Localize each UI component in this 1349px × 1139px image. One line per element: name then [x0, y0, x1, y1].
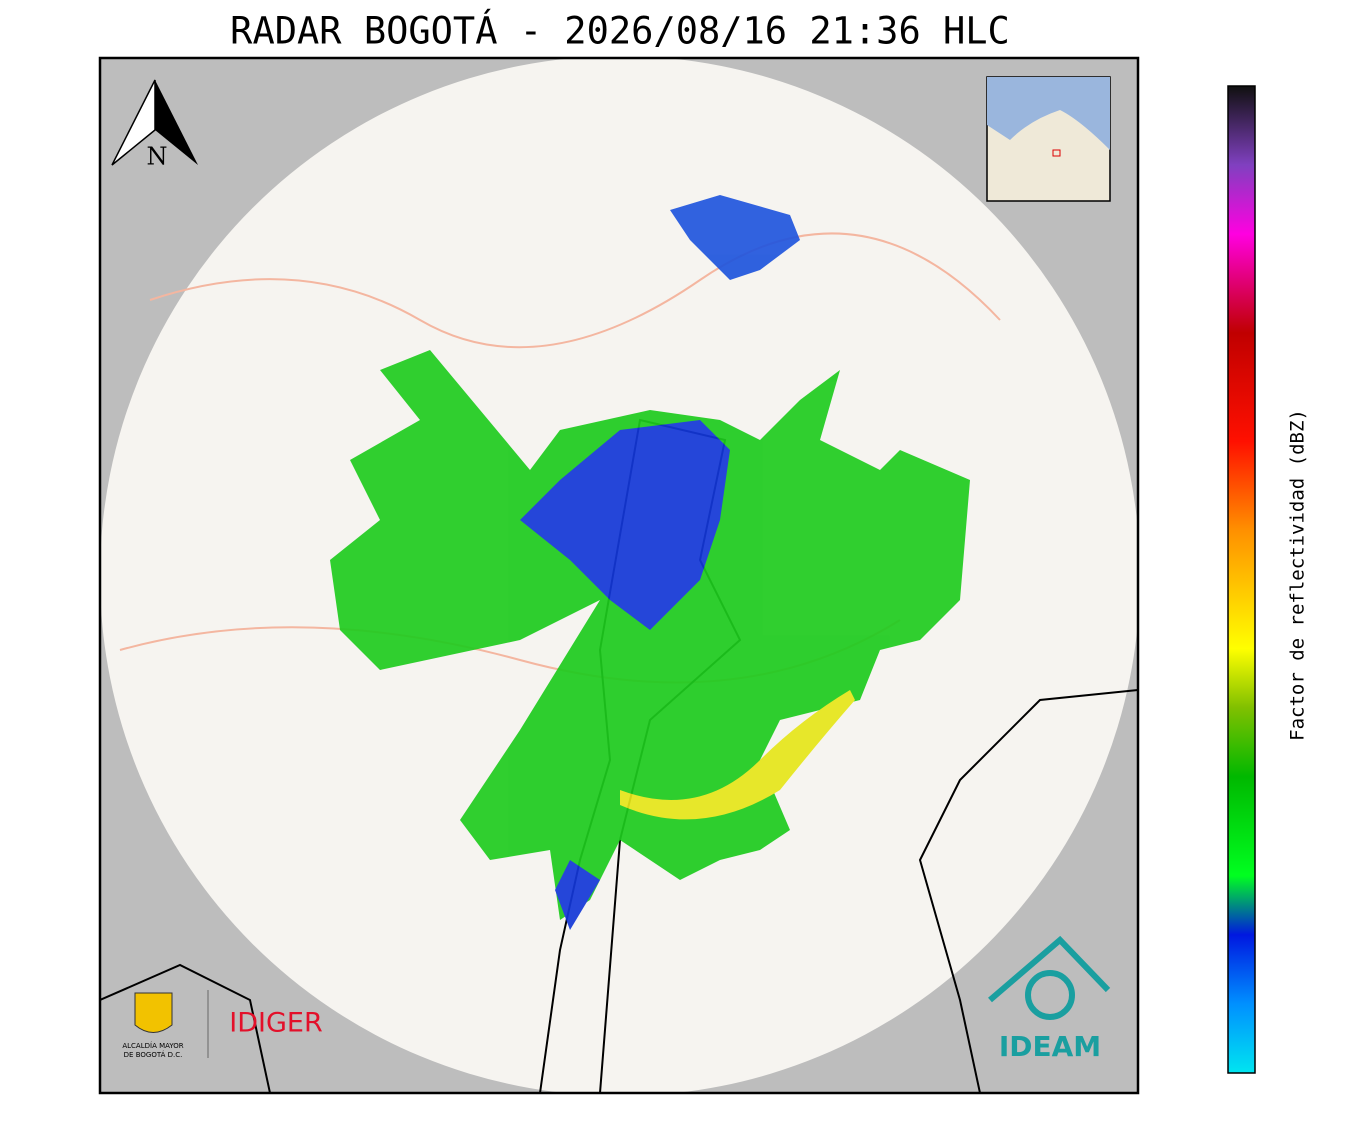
boundary: [918, 689, 1138, 1093]
inset-locator: [1052, 149, 1061, 157]
inset-sea: [987, 77, 1110, 150]
idiger-logo: IDIGER: [229, 1008, 322, 1039]
colorbar-label: Factor de reflectividad (dBZ): [1287, 409, 1309, 741]
title: RADAR BOGOTÁ - 2026/08/16 21:36 HLC: [230, 9, 1010, 53]
echo-area: [670, 195, 800, 280]
map: N ALCALDÍA MAYOR DE BOGOTÁ D.C. IDIGER I…: [100, 58, 1138, 1093]
alcaldia-shield: [134, 992, 173, 1033]
ideam-roof: [988, 935, 1111, 1003]
boundary: [100, 963, 271, 1093]
ideam-swirl: [1025, 970, 1075, 1020]
echo-area: [555, 860, 600, 930]
echo-area: [330, 350, 970, 920]
ideam-logo: IDEAM: [999, 1030, 1101, 1063]
map-frame: [98, 56, 1140, 1095]
colorbar: [1227, 85, 1256, 1074]
alcaldia-text: ALCALDÍA MAYOR: [122, 1041, 183, 1050]
echo-area: [620, 690, 855, 820]
logos: ALCALDÍA MAYOR DE BOGOTÁ D.C. IDIGER IDE…: [122, 935, 1111, 1063]
alcaldia-text: DE BOGOTÁ D.C.: [124, 1050, 183, 1059]
echo-area: [520, 420, 730, 630]
north-label: N: [147, 143, 168, 171]
road: [149, 232, 1001, 349]
north-arrow: N: [111, 79, 198, 171]
radar-echo: [330, 195, 970, 930]
